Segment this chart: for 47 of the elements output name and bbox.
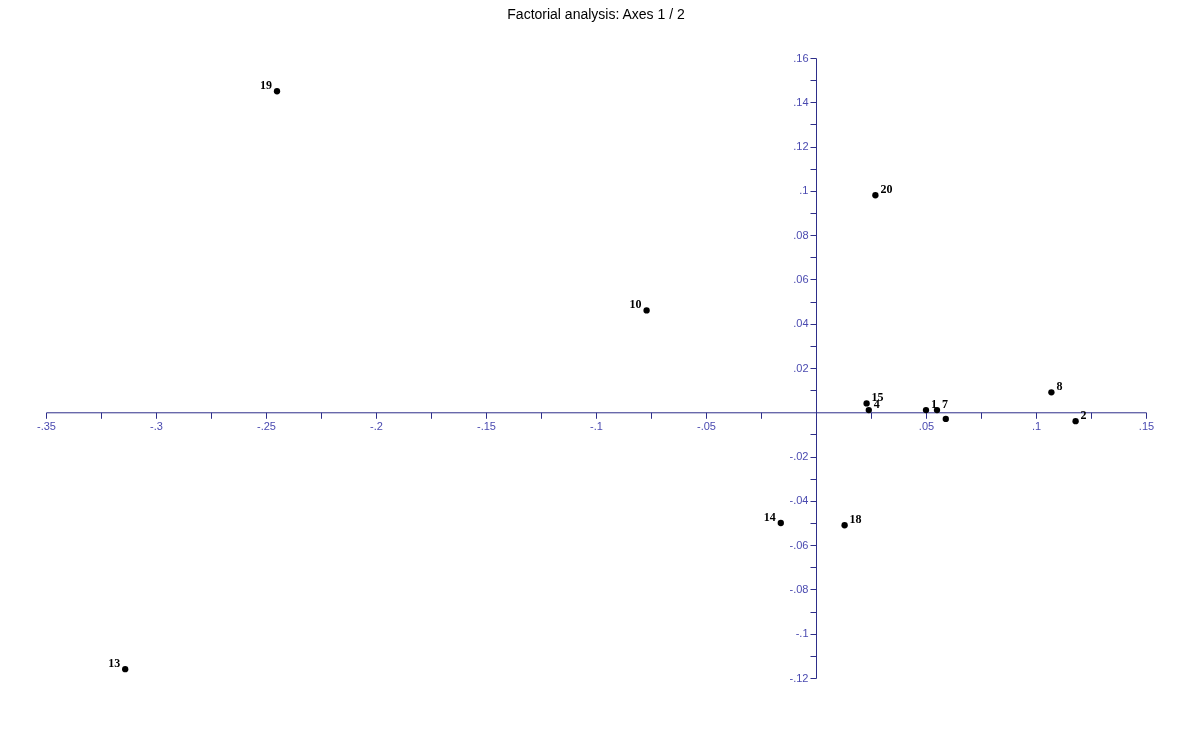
annotation: 19 xyxy=(260,78,272,93)
point xyxy=(1072,417,1079,425)
annotation: 1 xyxy=(931,397,937,412)
annotation: 14 xyxy=(763,510,776,524)
y-tick-label: .14 xyxy=(793,95,809,108)
x-tick-label: -.25 xyxy=(257,419,276,432)
point xyxy=(865,406,872,414)
x-tick-label: -.2 xyxy=(370,419,383,432)
annotation: 10 xyxy=(629,297,642,312)
y-tick-label: .12 xyxy=(793,140,809,153)
annotation: 20 xyxy=(880,182,893,197)
annotation: 18 xyxy=(849,512,862,527)
annotation: 13 xyxy=(108,656,121,671)
x-tick-label: -.35 xyxy=(37,419,56,432)
x-tick-label: .1 xyxy=(1031,419,1042,432)
x-tick-label: .15 xyxy=(1138,419,1155,432)
point xyxy=(122,665,129,673)
y-tick-label: -.08 xyxy=(789,582,809,595)
x-tick-label: .05 xyxy=(918,419,935,432)
y-tick-label: -.02 xyxy=(789,450,809,463)
point xyxy=(942,415,949,423)
y-tick-label: -.1 xyxy=(795,627,809,640)
x-tick-label: -.15 xyxy=(477,419,496,432)
point xyxy=(872,192,879,199)
annotation: 7 xyxy=(942,397,948,412)
y-tick-label: .06 xyxy=(793,272,809,285)
y-tick-label: -.12 xyxy=(789,671,809,684)
point xyxy=(922,406,930,414)
point xyxy=(863,400,870,407)
y-tick-label: .16 xyxy=(793,51,809,64)
y-tick-label: .02 xyxy=(793,361,809,374)
point xyxy=(1048,389,1055,396)
point xyxy=(643,307,650,314)
point xyxy=(841,522,848,529)
point xyxy=(777,519,784,527)
annotation: 8 xyxy=(1056,379,1063,394)
y-tick-label: .04 xyxy=(793,317,809,330)
y-tick-label: .08 xyxy=(793,228,809,241)
y-tick-label: -.06 xyxy=(789,538,809,551)
annotation: 2 xyxy=(1080,408,1087,423)
y-tick-label: .1 xyxy=(799,184,809,197)
y-tick-label: -.04 xyxy=(789,494,809,507)
x-tick-label: -.1 xyxy=(590,419,603,432)
x-tick-label: -.05 xyxy=(697,419,716,432)
chart-title: Factorial analysis: Axes 1 / 2 xyxy=(507,6,685,22)
x-tick-label: -.3 xyxy=(150,419,163,432)
point xyxy=(273,88,281,95)
